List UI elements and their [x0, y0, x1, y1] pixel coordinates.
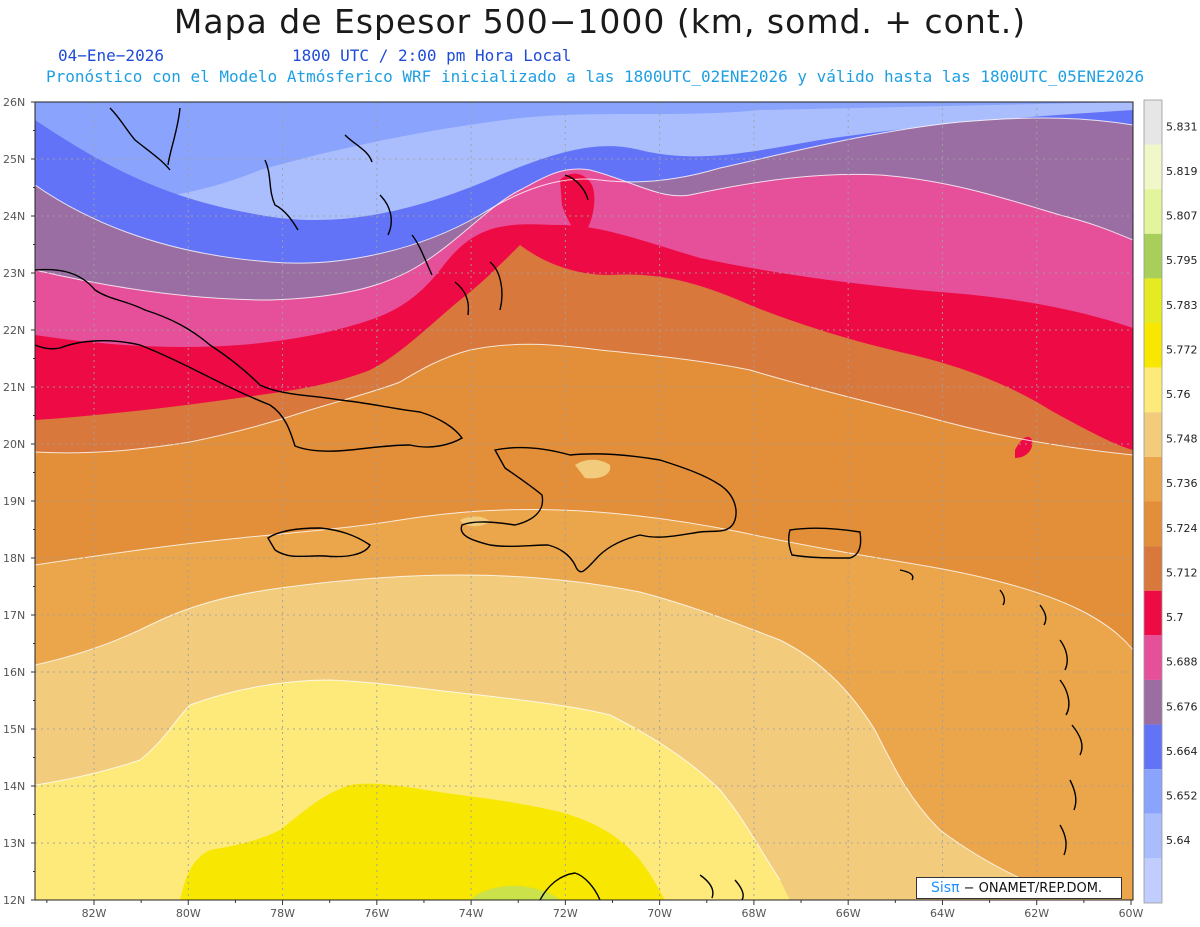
lat-label: 26N [3, 96, 25, 109]
legend-value: 5.736 [1166, 477, 1198, 490]
legend-swatch [1144, 323, 1162, 368]
legend-swatch [1144, 233, 1162, 279]
lon-label: 68W [741, 907, 766, 920]
legend-swatch [1144, 724, 1162, 770]
legend-value: 5.712 [1166, 566, 1198, 579]
band-green-patch [470, 885, 560, 900]
legend-swatch [1144, 590, 1162, 636]
legend-value: 5.724 [1166, 522, 1198, 535]
lon-label: 72W [553, 907, 578, 920]
lon-label: 62W [1024, 907, 1049, 920]
thickness-contours [35, 117, 1133, 896]
coast-south-america [539, 872, 601, 900]
latitude-labels: 26N 25N 24N 23N 22N 21N 20N 19N 18N 17N 16N 15N 14N 1… [3, 96, 35, 907]
legend-value: 5.76 [1166, 388, 1191, 401]
lat-label: 13N [3, 837, 25, 850]
lat-label: 19N [3, 495, 25, 508]
lat-label: 14N [3, 780, 25, 793]
legend-swatch [1144, 412, 1162, 457]
legend-value: 5.772 [1166, 343, 1198, 356]
legend-value: 5.664 [1166, 745, 1198, 758]
lat-label: 21N [3, 381, 25, 394]
lon-label: 74W [459, 907, 484, 920]
legend-value: 5.831 [1166, 120, 1198, 133]
credit-box: Sisπ − ONAMET/REP.DOM. [916, 877, 1122, 899]
sispi-logo: Sisπ [931, 880, 960, 896]
legend-swatch [1144, 278, 1162, 324]
legend-value: 5.795 [1166, 254, 1198, 267]
color-legend: 5.831 5.819 5.807 5.795 5.783 5.772 5.76 5.748 5… [1143, 99, 1198, 904]
band-tan-hispaniola [460, 459, 611, 527]
legend-value: 5.819 [1166, 165, 1198, 178]
lat-label: 18N [3, 552, 25, 565]
band-yellow [180, 783, 665, 900]
legend-swatch [1144, 144, 1162, 190]
map-title: Mapa de Espesor 500−1000 (km, somd. + co… [173, 2, 1027, 41]
lon-label: 60W [1119, 907, 1144, 920]
forecast-time: 1800 UTC / 2:00 pm Hora Local [292, 46, 572, 65]
lat-label: 12N [3, 894, 25, 907]
legend-swatch [1144, 858, 1162, 903]
legend-value: 5.783 [1166, 299, 1198, 312]
lat-label: 23N [3, 267, 25, 280]
legend-value: 5.748 [1166, 433, 1198, 446]
legend-value: 5.676 [1166, 700, 1198, 713]
credit-text: − ONAMET/REP.DOM. [963, 881, 1103, 896]
legend-swatch [1144, 546, 1162, 591]
band-red-east [1015, 436, 1033, 458]
legend-swatch [1144, 100, 1162, 145]
coast-jamaica [267, 527, 371, 558]
legend-value: 5.652 [1166, 789, 1198, 802]
longitude-labels: 82W 80W 78W 76W 74W 72W 70W 68W 66W 64W 62W 60W [46, 900, 1144, 920]
legend-value: 5.688 [1166, 656, 1198, 669]
coast-cuba [35, 268, 464, 452]
legend-swatch [1144, 189, 1162, 234]
forecast-date: 04−Ene−2026 [58, 46, 164, 65]
legend-swatch [1144, 367, 1162, 413]
band-red-bahamas [560, 173, 595, 238]
lat-label: 22N [3, 324, 25, 337]
lon-label: 76W [364, 907, 389, 920]
coast-puerto-rico [787, 527, 862, 559]
lat-label: 15N [3, 723, 25, 736]
lat-label: 25N [3, 153, 25, 166]
lon-label: 64W [930, 907, 955, 920]
legend-swatch [1144, 679, 1162, 725]
graticule [35, 102, 1133, 900]
lon-label: 82W [82, 907, 107, 920]
band-blue-mid [35, 102, 1133, 215]
thickness-bands [35, 102, 1133, 900]
lat-label: 24N [3, 210, 25, 223]
coast-hispaniola [460, 446, 737, 573]
legend-value: 5.807 [1166, 210, 1198, 223]
legend-value: 5.64 [1166, 834, 1191, 847]
legend-swatch [1144, 456, 1162, 502]
legend-swatch [1144, 501, 1162, 547]
legend-swatch [1144, 635, 1162, 680]
lat-label: 17N [3, 609, 25, 622]
lat-label: 16N [3, 666, 25, 679]
coastlines [35, 107, 1083, 900]
legend-swatch [1144, 813, 1162, 859]
lat-label: 20N [3, 438, 25, 451]
lon-label: 70W [647, 907, 672, 920]
lon-label: 78W [270, 907, 295, 920]
lon-label: 66W [836, 907, 861, 920]
coast-florida [109, 107, 171, 171]
legend-value: 5.7 [1166, 611, 1184, 624]
model-description: Pronóstico con el Modelo Atmósferico WRF… [46, 67, 1145, 86]
lon-label: 80W [176, 907, 201, 920]
legend-swatch [1144, 769, 1162, 814]
